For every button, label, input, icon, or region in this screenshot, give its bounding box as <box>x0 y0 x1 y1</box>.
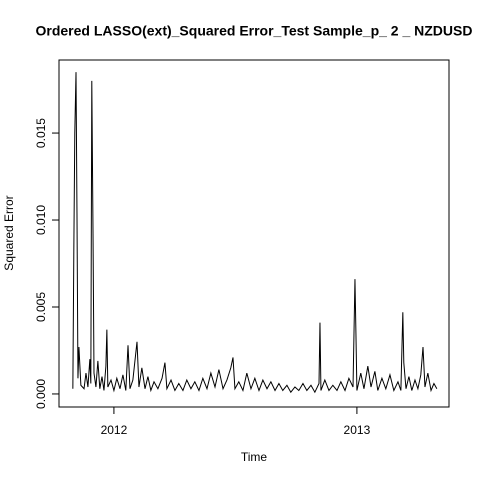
x-axis-label: Time <box>241 450 268 464</box>
series-line <box>72 72 438 394</box>
plot-frame <box>58 59 450 408</box>
y-tick-label: 0.015 <box>34 118 48 148</box>
y-tick-label: 0.000 <box>34 379 48 409</box>
x-tick-label: 2012 <box>101 423 128 437</box>
y-tick-label: 0.005 <box>34 292 48 322</box>
x-tick-label: 2013 <box>344 423 371 437</box>
chart-title: Ordered LASSO(ext)_Squared Error_Test Sa… <box>36 23 473 39</box>
y-tick-label: 0.010 <box>34 205 48 235</box>
y-axis-label: Squared Error <box>2 195 16 270</box>
